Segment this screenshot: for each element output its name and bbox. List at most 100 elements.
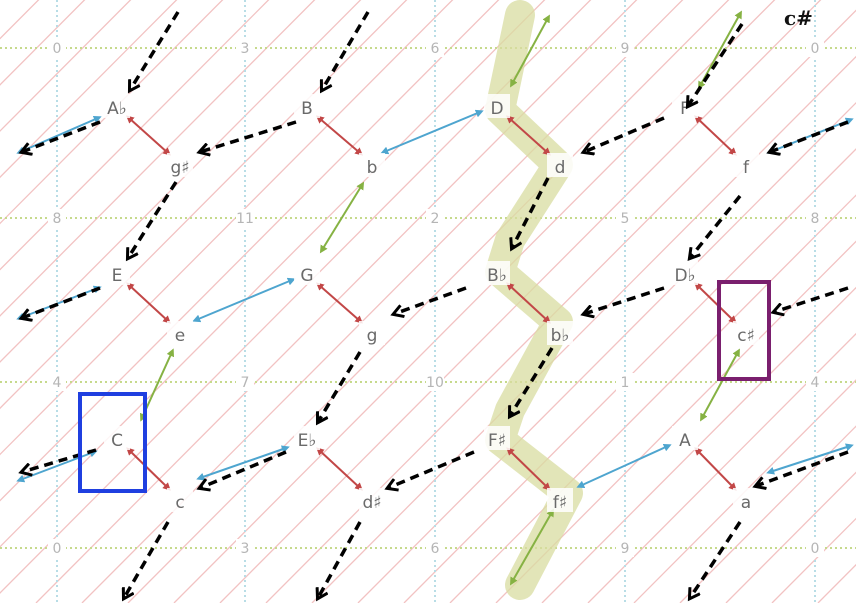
major-chord-label: F♯ — [488, 431, 506, 451]
pitch-label-bg — [426, 373, 444, 391]
relative-arrow — [380, 109, 484, 155]
pitch-label-bg — [616, 39, 634, 57]
diagonal-line — [0, 0, 40, 40]
major-chord-label: F — [680, 99, 690, 119]
leading-tone-arrow — [700, 348, 740, 422]
major-chord-label: B♭ — [487, 266, 507, 286]
relative-arrow — [16, 115, 102, 155]
parallel-arrow — [315, 282, 364, 324]
parallel-arrow — [506, 282, 551, 324]
major-chord-label: E — [112, 266, 123, 286]
pitch-class-label: 0 — [811, 541, 820, 557]
transform-arrow — [756, 450, 849, 486]
diagonal-line — [0, 0, 46, 603]
chord-label-bg — [547, 321, 573, 345]
diagonal-line — [0, 0, 316, 317]
chord-label-bg — [733, 153, 759, 177]
minor-chord-label: g♯ — [170, 158, 189, 178]
chord-label-bg — [359, 321, 385, 345]
pitch-label-bg — [806, 39, 824, 57]
diagonal-line — [633, 379, 856, 604]
pitch-label-bg — [236, 539, 254, 557]
transform-arrows — [22, 11, 849, 598]
transform-arrow — [22, 120, 101, 152]
blue-highlight-box — [78, 392, 147, 493]
transform-arrow — [130, 11, 180, 90]
chord-label-bg — [104, 94, 130, 118]
diagonal-line — [0, 0, 500, 502]
chord-label-bg — [294, 94, 320, 118]
pitch-class-label: 11 — [236, 211, 254, 227]
pitch-class-label: 10 — [426, 375, 444, 391]
major-chord-label: B — [301, 99, 313, 119]
parallel-arrow — [126, 282, 171, 324]
purple-highlight-box — [717, 280, 771, 381]
diagonal-line — [0, 0, 270, 271]
diagonal-line — [0, 0, 178, 179]
diagonal-line — [35, 0, 638, 604]
chord-label-bg — [484, 426, 510, 450]
major-chord-label: D — [490, 99, 503, 119]
pitch-class-label: 6 — [431, 41, 440, 57]
parallel-arrow — [506, 447, 551, 491]
transform-arrow — [690, 521, 742, 598]
parallel-arrow — [126, 447, 171, 491]
chord-label-bg — [104, 426, 130, 450]
major-chord-label: E♭ — [298, 431, 317, 451]
pitch-class-labels: 0 3 6 9 0 8 11 2 5 8 4 7 10 1 4 0 3 6 9 0 — [48, 39, 824, 557]
minor-chord-label: c — [175, 493, 184, 513]
major-chord-label: A — [679, 431, 691, 451]
transform-arrow — [512, 177, 550, 248]
transform-arrow — [128, 181, 178, 258]
major-chord-label: D♭ — [674, 266, 695, 286]
relative-arrow — [576, 444, 672, 488]
pitch-class-label: 1 — [621, 375, 630, 391]
chord-label-bg — [359, 488, 385, 512]
pitch-label-bg — [426, 539, 444, 557]
transform-arrow — [774, 286, 849, 312]
transform-arrow — [318, 521, 362, 598]
pitch-class-label: 8 — [811, 211, 820, 227]
chord-label-bg — [547, 153, 573, 177]
minor-chord-label: d — [555, 158, 566, 178]
leading-tone-arrow — [319, 181, 365, 254]
pitch-class-label: 9 — [621, 541, 630, 557]
chord-label-bg — [104, 261, 130, 285]
leading-tone-arrow — [510, 508, 554, 586]
pitch-class-label: 5 — [621, 211, 630, 227]
transform-arrow — [124, 521, 170, 598]
diagonal-line — [265, 9, 856, 604]
parallel-arrow — [316, 447, 363, 491]
pitch-label-bg — [616, 373, 634, 391]
diagonal-line — [0, 0, 454, 456]
pitch-label-bg — [806, 373, 824, 391]
transform-arrow — [688, 23, 744, 106]
chord-label-bg — [672, 426, 698, 450]
pitch-label-bg — [806, 209, 824, 227]
pitch-label-bg — [236, 209, 254, 227]
pitch-class-label: 2 — [431, 211, 440, 227]
major-chord-label: G — [300, 266, 313, 286]
relative-arrow — [16, 285, 102, 321]
transform-arrow — [510, 347, 554, 416]
chord-label-bg — [484, 94, 510, 118]
chord-label-bg — [484, 261, 510, 285]
transform-arrow — [200, 450, 287, 488]
corner-label: c# — [784, 6, 813, 30]
relative-arrow — [196, 445, 290, 481]
diagonal-line — [357, 101, 856, 604]
diagonal-line — [0, 0, 408, 410]
pitch-label-bg — [806, 539, 824, 557]
transform-arrow — [388, 450, 475, 488]
pitch-class-label: 8 — [53, 211, 62, 227]
chord-label-bg — [672, 261, 698, 285]
pitch-class-label: 0 — [811, 41, 820, 57]
pitch-label-bg — [236, 39, 254, 57]
minor-chord-label: c♯ — [737, 326, 755, 346]
minor-chord-label: g — [367, 326, 378, 346]
chord-label-bg — [359, 153, 385, 177]
chord-label-bg — [733, 488, 759, 512]
pitch-class-label: 3 — [241, 41, 250, 57]
minor-chord-label: b — [367, 158, 378, 178]
